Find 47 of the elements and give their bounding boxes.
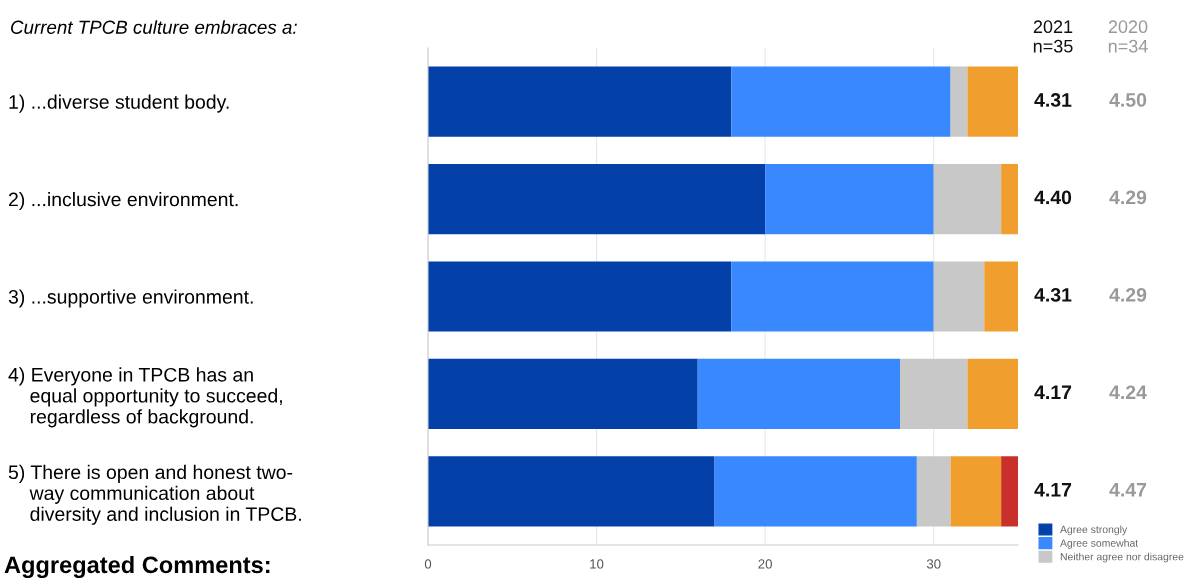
text: 4.24: [1109, 385, 1147, 399]
bar: [428, 66, 732, 137]
bar: [933, 261, 985, 332]
text: 4.29: [1109, 190, 1147, 205]
y-tick-label: 4) Everyone in TPCB has an equal opportunity to succeed, regardless of background.: [8, 367, 282, 428]
text: 4.50: [1109, 93, 1147, 107]
y-tick-label: 2) ...inclusive environment.: [8, 192, 238, 211]
bar: [428, 163, 766, 235]
text: 4.47: [1109, 483, 1147, 497]
text: 2021 n=35: [1033, 20, 1073, 53]
bar: [697, 358, 900, 430]
bar: [428, 456, 715, 527]
y-tick-label: 5) There is open and honest two- way communication about diversity and inclusion in TPCB.: [8, 464, 301, 525]
bar: [984, 261, 1018, 332]
x-tick-label: 10: [590, 559, 604, 569]
y-tick-label: 3) ...supportive environment.: [8, 289, 253, 308]
bar: [950, 456, 1002, 527]
text: 4.31: [1034, 93, 1072, 107]
bar: [1001, 163, 1018, 235]
x-tick-label: 30: [926, 559, 941, 569]
y-tick-label: 1) ...diverse student body.: [9, 94, 229, 113]
bar: [967, 66, 1018, 137]
bar: [731, 66, 951, 137]
bar: [428, 358, 698, 430]
bar: [1001, 456, 1018, 527]
bar: [765, 163, 934, 235]
bar: [967, 358, 1018, 430]
text: Current TPCB culture embraces a:: [11, 20, 297, 34]
bar: [916, 456, 951, 527]
bar: [714, 456, 917, 527]
legend-label: Agree strongly: [1060, 525, 1128, 536]
bar: [933, 163, 1002, 235]
x-tick-label: 0: [424, 559, 432, 569]
bar: [900, 358, 968, 430]
text: Aggregated Comments:: [4, 555, 270, 578]
legend-label: Neither agree nor disagree: [1060, 552, 1184, 563]
text: 4.17: [1034, 385, 1072, 399]
bar: [428, 261, 732, 332]
x-tick-label: 20: [758, 559, 772, 569]
text: 4.40: [1034, 190, 1072, 205]
bar: [950, 66, 968, 137]
text: 4.29: [1109, 287, 1147, 302]
bar: [731, 261, 934, 332]
text: 4.17: [1034, 483, 1072, 497]
legend-label: Agree somewhat: [1060, 539, 1139, 549]
text: 2020 n=34: [1108, 20, 1148, 53]
text: 4.31: [1034, 287, 1072, 302]
